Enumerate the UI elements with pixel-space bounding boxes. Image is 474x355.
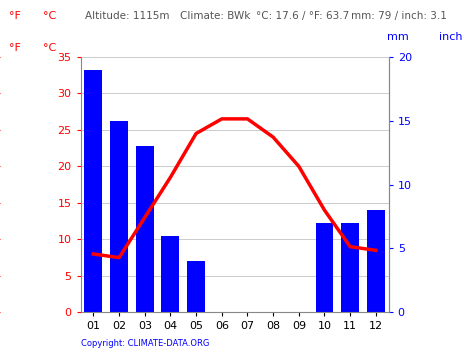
Bar (367, 210, 385, 312)
Bar (84, 70, 102, 312)
Text: °C: 17.6 / °F: 63.7: °C: 17.6 / °F: 63.7 (256, 11, 349, 21)
Bar (162, 236, 180, 312)
Bar (187, 261, 205, 312)
Text: mm: mm (387, 32, 409, 42)
Text: mm: 79 / inch: 3.1: mm: 79 / inch: 3.1 (351, 11, 447, 21)
Text: °F: °F (9, 43, 21, 53)
Text: Altitude: 1115m: Altitude: 1115m (85, 11, 170, 21)
Text: Copyright: CLIMATE-DATA.ORG: Copyright: CLIMATE-DATA.ORG (81, 339, 209, 348)
Text: °C: °C (43, 43, 56, 53)
Bar (316, 223, 334, 312)
Text: inch: inch (438, 32, 462, 42)
Bar (136, 146, 154, 312)
Text: Climate: BWk: Climate: BWk (180, 11, 250, 21)
Text: °F: °F (9, 11, 21, 21)
Bar (341, 223, 359, 312)
Bar (110, 121, 128, 312)
Text: °C: °C (43, 11, 56, 21)
